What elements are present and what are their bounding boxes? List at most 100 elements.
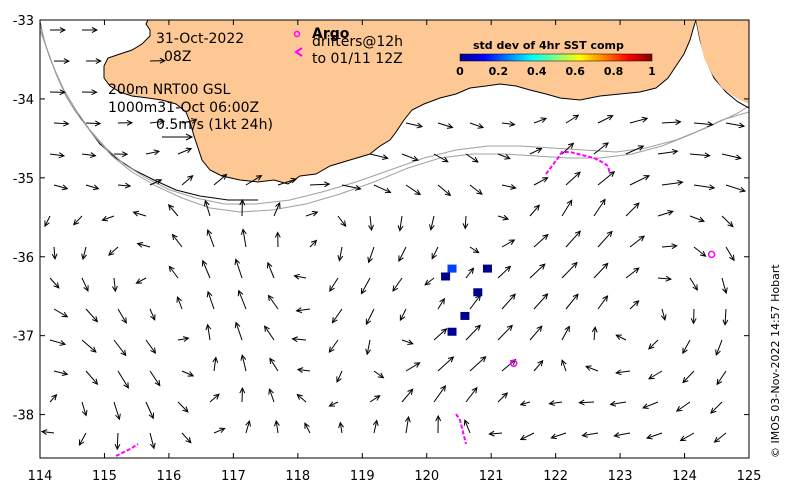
current-arrow [50, 278, 59, 288]
current-arrow [470, 123, 483, 128]
current-arrow [498, 215, 508, 220]
current-arrow [366, 309, 374, 324]
current-arrow [86, 59, 101, 64]
lon-tick-label: 121 [479, 469, 504, 484]
current-arrow [502, 184, 516, 189]
colorbar-tick-label: 0.8 [604, 65, 624, 78]
current-arrow [329, 340, 338, 352]
current-arrow [662, 180, 683, 185]
current-arrow [305, 423, 310, 433]
current-arrow [361, 278, 370, 294]
drifter-track [546, 152, 610, 174]
current-arrow [86, 309, 97, 322]
current-arrow [332, 309, 342, 323]
current-arrow [54, 59, 69, 64]
current-arrow [566, 294, 578, 309]
current-arrow [561, 360, 566, 371]
current-arrow [402, 154, 418, 161]
current-arrow [146, 340, 155, 353]
current-arrow [592, 327, 597, 340]
current-arrow [726, 123, 744, 128]
current-arrow [521, 401, 530, 406]
lat-tick-label: -34 [13, 93, 34, 108]
current-arrow [406, 123, 422, 128]
current-arrow [438, 185, 450, 195]
current-arrow [611, 401, 626, 406]
lat-tick-label: -37 [13, 330, 34, 345]
colorbar [460, 54, 652, 61]
current-arrow [530, 205, 539, 216]
current-arrow [82, 340, 96, 352]
current-arrow [265, 326, 274, 340]
current-arrow [298, 368, 310, 373]
current-arrow [694, 185, 714, 190]
current-arrow [470, 185, 482, 194]
sst-stddev-patches [441, 265, 492, 336]
current-arrow [150, 433, 155, 448]
current-arrow [118, 371, 128, 388]
current-arrow [238, 291, 246, 309]
argo-float-marker [709, 251, 715, 257]
current-arrow [150, 309, 155, 320]
current-arrow [579, 400, 594, 405]
lon-tick-label: 117 [221, 469, 246, 484]
current-arrow [630, 236, 644, 247]
current-arrow [214, 428, 225, 433]
current-arrow [649, 340, 658, 349]
current-arrow [690, 153, 710, 158]
current-arrow [436, 416, 441, 433]
current-arrow [534, 178, 548, 185]
current-arrow [109, 247, 118, 255]
current-arrow [683, 371, 694, 383]
current-arrow [398, 216, 403, 231]
current-arrow [400, 309, 406, 320]
current-arrow [310, 182, 329, 187]
current-arrow [370, 396, 380, 402]
current-arrow [275, 232, 280, 247]
current-arrow [86, 121, 100, 126]
current-arrow [374, 185, 390, 193]
current-arrow [690, 278, 697, 290]
current-arrow [661, 309, 666, 320]
current-arrow [498, 393, 507, 402]
current-arrow [432, 247, 438, 259]
drifter-track [456, 414, 466, 444]
current-arrow [54, 185, 67, 190]
current-arrow [393, 278, 402, 291]
current-arrow [240, 200, 245, 216]
current-arrow [50, 340, 65, 345]
current-arrow [716, 340, 722, 355]
current-arrow [374, 371, 383, 378]
current-arrow [114, 402, 120, 419]
current-arrow [406, 185, 420, 195]
current-arrow [330, 278, 338, 291]
current-arrow [502, 294, 515, 309]
current-arrow [711, 402, 722, 413]
lon-tick-label: 119 [350, 469, 375, 484]
model-label-2: 1000m31-Oct 06:00Z [108, 100, 259, 116]
colorbar-title: std dev of 4hr SST comp [473, 39, 624, 52]
current-arrow [204, 201, 210, 216]
current-arrow [118, 183, 130, 188]
current-arrow [399, 247, 406, 261]
current-arrow [182, 433, 191, 443]
current-arrow [498, 266, 510, 278]
current-arrow [207, 230, 214, 247]
current-arrow [270, 358, 278, 371]
current-arrow [658, 210, 673, 216]
sst-patch [473, 288, 482, 296]
current-arrow [369, 216, 374, 230]
current-arrow [338, 247, 343, 261]
current-arrow [177, 297, 182, 309]
colorbar-tick-label: 0.4 [527, 65, 547, 78]
current-arrow [498, 325, 512, 340]
current-arrow [598, 231, 612, 247]
current-arrow [114, 152, 127, 157]
current-arrow [182, 371, 193, 376]
current-arrow [45, 216, 50, 226]
current-arrow [150, 371, 160, 386]
current-arrow [470, 247, 479, 253]
current-arrow [566, 231, 580, 247]
current-arrow [598, 172, 614, 185]
current-arrow [115, 433, 120, 449]
